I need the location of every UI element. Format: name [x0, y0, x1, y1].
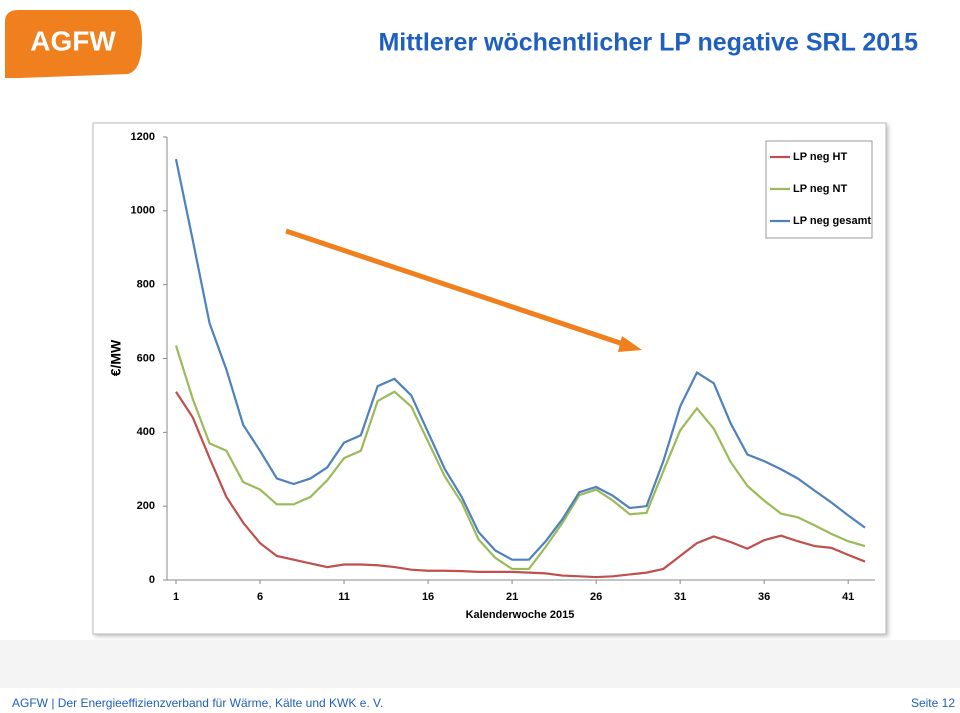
- y-axis-label: €/MW: [108, 339, 124, 376]
- series-line: [175, 391, 866, 579]
- x-axis-label: Kalenderwoche 2015: [466, 609, 575, 621]
- legend-label: LP neg HT: [793, 151, 847, 163]
- y-tick-label: 400: [137, 426, 155, 438]
- y-tick-label: 0: [149, 574, 155, 586]
- x-tick-label: 26: [590, 591, 602, 603]
- x-tick-label: 36: [758, 591, 770, 603]
- y-tick-label: 600: [137, 352, 155, 364]
- skyline-bg: [0, 640, 960, 688]
- x-tick-label: 21: [506, 591, 518, 603]
- x-tick-label: 11: [338, 591, 350, 603]
- logo-shape: [5, 10, 142, 78]
- legend-label: LP neg gesamt: [793, 215, 871, 227]
- slide-title: Mittlerer wöchentlicher LP negative SRL …: [378, 29, 918, 57]
- legend-label: LP neg NT: [793, 183, 847, 195]
- x-tick-label: 1: [173, 591, 179, 603]
- footer-right: Seite 12: [911, 696, 955, 710]
- y-tick-label: 800: [137, 279, 155, 291]
- y-tick-label: 1000: [131, 205, 155, 217]
- y-tick-label: 200: [137, 500, 155, 512]
- x-tick-label: 16: [422, 591, 434, 603]
- y-tick-label: 1200: [131, 131, 155, 143]
- x-tick-label: 41: [842, 591, 854, 603]
- logo: AGFW: [30, 25, 116, 56]
- footer-left: AGFW | Der Energieeffizienzverband für W…: [12, 696, 383, 710]
- series-line: [174, 158, 866, 561]
- series-line: [174, 345, 866, 571]
- chart-frame: [92, 122, 887, 635]
- x-tick-label: 6: [257, 591, 263, 603]
- trend-arrow: [285, 228, 633, 350]
- arrow-head: [618, 336, 642, 352]
- x-tick-label: 31: [674, 591, 686, 603]
